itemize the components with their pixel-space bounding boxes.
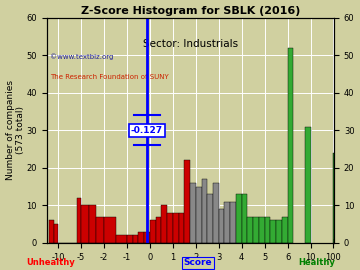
Bar <box>179 213 184 243</box>
Bar <box>77 198 81 243</box>
Bar <box>305 127 311 243</box>
Bar <box>288 48 293 243</box>
Bar <box>236 194 242 243</box>
Bar <box>230 202 236 243</box>
Bar <box>173 213 179 243</box>
Bar <box>282 217 288 243</box>
Bar <box>104 217 116 243</box>
Text: -0.127: -0.127 <box>131 126 163 135</box>
Text: The Research Foundation of SUNY: The Research Foundation of SUNY <box>50 74 168 80</box>
Bar <box>253 217 259 243</box>
Bar <box>190 183 196 243</box>
Bar <box>247 217 253 243</box>
Bar <box>225 202 230 243</box>
Bar <box>116 235 127 243</box>
Y-axis label: Number of companies
(573 total): Number of companies (573 total) <box>5 80 25 180</box>
Bar <box>270 221 276 243</box>
Bar <box>265 217 270 243</box>
Bar <box>96 217 104 243</box>
Bar <box>276 221 282 243</box>
Text: Score: Score <box>184 258 212 267</box>
Text: ©www.textbiz.org: ©www.textbiz.org <box>50 54 113 60</box>
Bar <box>207 194 213 243</box>
Bar <box>127 235 133 243</box>
Bar <box>259 217 265 243</box>
Bar <box>156 217 161 243</box>
Bar <box>202 179 207 243</box>
Bar <box>333 153 334 243</box>
Bar <box>167 213 173 243</box>
Bar <box>81 205 89 243</box>
Bar <box>133 235 139 243</box>
Bar <box>242 194 247 243</box>
Bar <box>144 232 150 243</box>
Text: Sector: Industrials: Sector: Industrials <box>143 39 238 49</box>
Bar <box>184 160 190 243</box>
Text: Unhealthy: Unhealthy <box>26 258 75 267</box>
Bar <box>49 221 54 243</box>
Bar <box>139 232 144 243</box>
Bar <box>150 221 156 243</box>
Bar <box>196 187 202 243</box>
Title: Z-Score Histogram for SBLK (2016): Z-Score Histogram for SBLK (2016) <box>81 6 300 16</box>
Bar <box>219 209 225 243</box>
Text: Healthy: Healthy <box>298 258 335 267</box>
Bar <box>213 183 219 243</box>
Bar <box>54 224 58 243</box>
Bar <box>89 205 96 243</box>
Bar <box>161 205 167 243</box>
